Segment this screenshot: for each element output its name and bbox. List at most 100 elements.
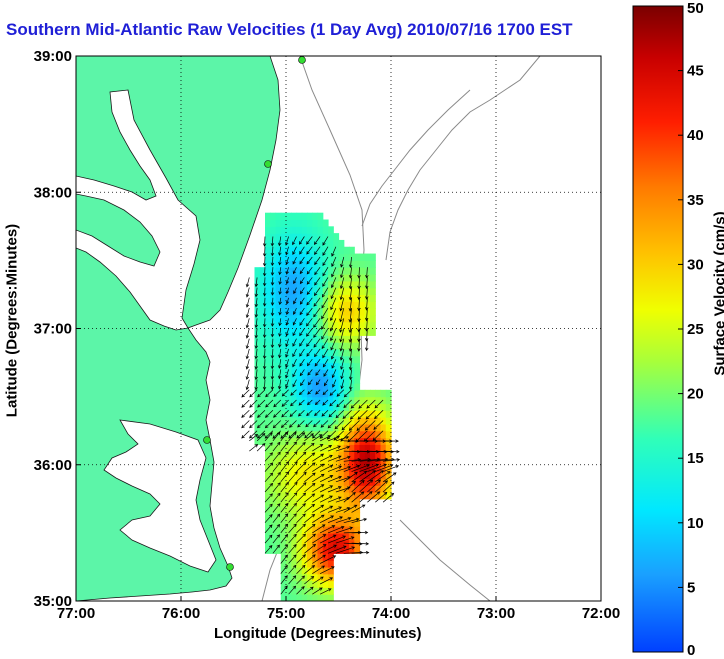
velocity-cell bbox=[343, 512, 350, 520]
velocity-cell bbox=[343, 369, 350, 377]
velocity-cell bbox=[286, 362, 292, 370]
velocity-cell bbox=[265, 539, 271, 548]
velocity-cell bbox=[280, 410, 287, 418]
velocity-cell bbox=[254, 376, 261, 384]
velocity-cell bbox=[333, 314, 340, 323]
velocity-cell bbox=[312, 212, 319, 221]
velocity-cell bbox=[280, 498, 287, 507]
velocity-cell bbox=[317, 539, 324, 548]
velocity-cell bbox=[270, 532, 277, 541]
velocity-arrow bbox=[285, 236, 289, 246]
velocity-cell bbox=[307, 246, 313, 255]
velocity-cell bbox=[317, 294, 324, 302]
velocity-arrow bbox=[299, 338, 305, 347]
velocity-cell bbox=[296, 348, 303, 357]
velocity-arrow bbox=[306, 256, 313, 265]
velocity-arrow bbox=[299, 246, 305, 255]
velocity-arrow bbox=[299, 236, 305, 245]
velocity-cell bbox=[301, 403, 308, 411]
velocity-cell bbox=[307, 362, 313, 370]
velocity-cell bbox=[322, 410, 329, 418]
velocity-cell bbox=[307, 212, 313, 221]
velocity-arrow bbox=[343, 464, 361, 472]
velocity-arrow bbox=[299, 318, 305, 326]
velocity-arrow bbox=[280, 513, 289, 523]
velocity-cell bbox=[286, 423, 292, 432]
velocity-cell bbox=[349, 308, 355, 316]
velocity-arrow bbox=[280, 575, 288, 585]
velocity-arrow bbox=[296, 430, 305, 439]
colorbar-tick-label: 25 bbox=[687, 321, 704, 338]
velocity-cell bbox=[296, 594, 303, 601]
velocity-cell bbox=[328, 464, 334, 473]
velocity-arrow bbox=[312, 504, 325, 513]
velocity-cell bbox=[301, 219, 308, 227]
velocity-arrow bbox=[296, 533, 307, 544]
velocity-cell bbox=[370, 274, 376, 282]
velocity-cell bbox=[338, 362, 345, 370]
velocity-cell bbox=[286, 437, 292, 445]
velocity-cell bbox=[265, 478, 271, 486]
velocity-cell bbox=[296, 573, 303, 582]
velocity-cell bbox=[280, 369, 287, 377]
velocity-cell bbox=[349, 328, 355, 336]
velocity-cell bbox=[265, 348, 271, 357]
velocity-cell bbox=[280, 314, 287, 323]
velocity-cell bbox=[312, 485, 319, 493]
velocity-cell bbox=[312, 560, 319, 568]
velocity-arrow bbox=[292, 369, 297, 378]
velocity-cell bbox=[254, 348, 261, 357]
velocity-cell bbox=[322, 430, 329, 439]
velocity-cell bbox=[333, 335, 340, 343]
velocity-cell bbox=[301, 267, 308, 275]
velocity-cell bbox=[286, 335, 292, 343]
velocity-arrow bbox=[299, 307, 305, 316]
velocity-arrow bbox=[270, 359, 275, 370]
velocity-cell bbox=[312, 498, 319, 507]
velocity-cell bbox=[296, 328, 303, 336]
velocity-cell bbox=[328, 226, 334, 234]
velocity-cell bbox=[312, 389, 319, 398]
velocity-cell bbox=[280, 376, 287, 384]
velocity-cell bbox=[359, 274, 366, 282]
velocity-cell bbox=[349, 430, 355, 439]
velocity-cell bbox=[275, 423, 282, 432]
velocity-cell bbox=[338, 519, 345, 527]
velocity-cell bbox=[301, 444, 308, 452]
velocity-cell bbox=[286, 430, 292, 439]
velocity-cell bbox=[280, 471, 287, 479]
velocity-arrow bbox=[264, 493, 273, 503]
velocity-cell bbox=[328, 532, 334, 541]
velocity-arrow bbox=[315, 379, 321, 386]
velocity-cell bbox=[275, 376, 282, 384]
velocity-cell bbox=[259, 417, 266, 425]
velocity-cell bbox=[280, 212, 287, 221]
velocity-cell bbox=[280, 308, 287, 316]
velocity-cell bbox=[307, 553, 313, 561]
x-axis-ticks: 77:00 76:00 75:00 74:00 73:00 72:00 bbox=[57, 596, 620, 622]
velocity-cell bbox=[291, 253, 298, 261]
velocity-arrow bbox=[319, 515, 335, 524]
velocity-arrow bbox=[298, 389, 305, 396]
velocity-cell bbox=[307, 519, 313, 527]
velocity-cell bbox=[375, 464, 382, 473]
velocity-arrow bbox=[314, 246, 321, 255]
velocity-cell bbox=[291, 287, 298, 296]
velocity-cell bbox=[286, 239, 292, 248]
velocity-cell bbox=[364, 396, 371, 405]
velocity-cell bbox=[328, 342, 334, 350]
velocity-cell bbox=[312, 314, 319, 323]
velocity-arrow bbox=[327, 496, 342, 503]
velocity-cell bbox=[265, 423, 271, 432]
velocity-cell bbox=[307, 587, 313, 595]
velocity-cell bbox=[280, 594, 287, 601]
velocity-cell bbox=[370, 457, 376, 466]
velocity-cell bbox=[307, 546, 313, 554]
velocity-arrow bbox=[306, 409, 313, 417]
velocity-arrow bbox=[288, 441, 298, 452]
velocity-arrow bbox=[367, 463, 388, 472]
velocity-arrow bbox=[306, 236, 313, 245]
velocity-cell bbox=[349, 267, 355, 275]
velocity-cell bbox=[359, 471, 366, 479]
velocity-arrow bbox=[288, 471, 298, 483]
